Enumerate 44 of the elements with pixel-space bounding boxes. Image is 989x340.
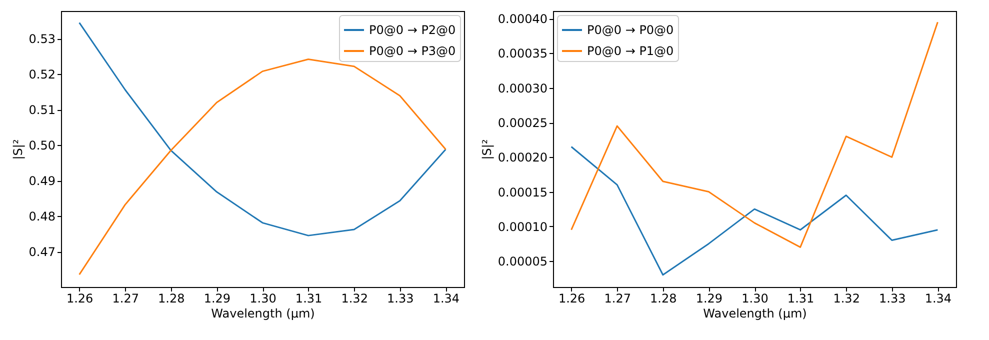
y-tick-label: 0.50	[28, 138, 56, 153]
y-tick-label: 0.00025	[498, 116, 548, 130]
x-axis-title: Wavelength (µm)	[211, 306, 315, 320]
y-tick-label: 0.00035	[498, 46, 548, 61]
y-tick-label: 0.00015	[498, 185, 548, 200]
x-tick-label: 1.30	[250, 292, 276, 306]
legend-label: P0@0 → P0@0	[587, 23, 674, 37]
x-tick-label: 1.27	[604, 292, 631, 306]
x-tick-label: 1.31	[787, 292, 814, 306]
x-tick-label: 1.34	[432, 292, 460, 306]
x-tick-label: 1.29	[204, 292, 231, 306]
x-axis-title: Wavelength (µm)	[703, 306, 807, 320]
y-tick-label: 0.52	[28, 68, 56, 82]
y-tick-label: 0.00040	[498, 12, 548, 26]
legend-label: P0@0 → P2@0	[369, 23, 456, 37]
legend-label: P0@0 → P1@0	[587, 44, 674, 58]
y-tick-label: 0.00030	[498, 81, 548, 96]
y-tick-label: 0.47	[28, 245, 56, 260]
legend-label: P0@0 → P3@0	[369, 44, 456, 58]
x-tick-label: 1.32	[833, 292, 860, 306]
line-series	[570, 21, 938, 248]
line-series	[570, 146, 938, 276]
y-tick-label: 0.00005	[498, 254, 548, 269]
x-tick-label: 1.26	[66, 292, 94, 306]
y-tick-label: 0.51	[28, 103, 56, 118]
y-tick-label: 0.00020	[498, 150, 548, 165]
x-tick-label: 1.32	[341, 292, 368, 306]
y-tick-label: 0.48	[28, 210, 56, 224]
x-tick-label: 1.31	[295, 292, 322, 306]
x-tick-label: 1.33	[879, 292, 906, 306]
x-tick-label: 1.29	[696, 292, 723, 306]
x-tick-label: 1.28	[158, 292, 185, 306]
y-axis-title: |S|²	[480, 139, 494, 160]
line-series	[78, 58, 446, 276]
y-tick-label: 0.49	[28, 174, 56, 188]
y-tick-label: 0.53	[28, 32, 56, 46]
y-tick-label: 0.00010	[498, 220, 548, 234]
x-tick-label: 1.27	[112, 292, 139, 306]
y-axis-title: |S|²	[10, 139, 25, 160]
x-tick-label: 1.28	[650, 292, 677, 306]
x-tick-label: 1.33	[387, 292, 414, 306]
x-tick-label: 1.34	[924, 292, 952, 306]
x-tick-label: 1.30	[742, 292, 768, 306]
x-tick-label: 1.26	[558, 292, 586, 306]
